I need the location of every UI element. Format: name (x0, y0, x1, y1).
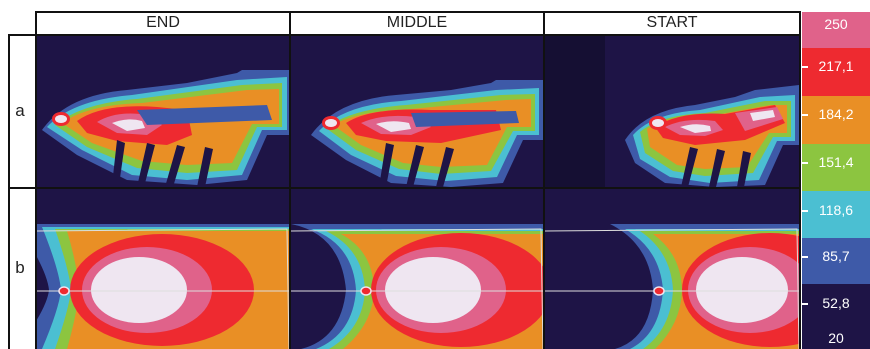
scale-label-20: 20 (828, 330, 844, 346)
column-header-middle: MIDDLE (386, 14, 448, 31)
scale-tick (802, 162, 808, 164)
scale-tick (802, 303, 808, 305)
simulation-start-graphic (545, 189, 799, 349)
scale-label-217: 217,1 (818, 58, 854, 74)
simulation-end (37, 189, 289, 349)
simulation-middle-graphic (291, 189, 543, 349)
scale-label-52: 52,8 (822, 295, 850, 311)
row-label-b: b (15, 258, 25, 277)
scale-band-red (802, 48, 870, 96)
grid-col-divider-2 (543, 11, 545, 349)
scale-label-85: 85,7 (822, 248, 850, 264)
scale-label-118: 118,6 (819, 202, 853, 218)
color-scale: 250 217,1 184,2 151,4 118,6 85,7 52,8 20 (802, 12, 870, 349)
scale-band-orange (802, 96, 870, 144)
scale-band-navy (802, 284, 870, 349)
column-header-start: START (646, 14, 698, 31)
scale-band-blue (802, 238, 870, 284)
scale-tick (802, 66, 808, 68)
scale-band-cyan (802, 191, 870, 238)
simulation-middle (291, 189, 543, 349)
simulation-start (545, 189, 799, 349)
grid-header-divider (8, 34, 800, 36)
grid-label-divider (35, 11, 37, 349)
column-header-end: END (146, 14, 180, 31)
thermal-image-end-graphic (37, 35, 289, 187)
grid-top-border (37, 11, 800, 13)
scale-tick (802, 210, 808, 212)
thermal-image-end (37, 35, 289, 187)
scale-tick (802, 114, 808, 116)
scale-tick (802, 256, 808, 258)
thermal-image-middle (291, 35, 543, 187)
row-label-a: a (15, 101, 25, 120)
grid-row-divider (8, 187, 800, 189)
thermal-image-start (545, 35, 799, 187)
scale-label-184: 184,2 (818, 106, 854, 122)
grid-right-border (799, 11, 801, 349)
scale-band-pink (802, 12, 870, 48)
grid-col-divider-1 (289, 11, 291, 349)
scale-label-151: 151,4 (818, 154, 854, 170)
scale-label-250: 250 (824, 16, 848, 32)
thermal-image-middle-graphic (291, 35, 543, 187)
simulation-end-graphic (37, 189, 289, 349)
grid-left-border (8, 34, 10, 349)
scale-band-green (802, 144, 870, 191)
thermal-image-start-graphic (545, 35, 799, 187)
